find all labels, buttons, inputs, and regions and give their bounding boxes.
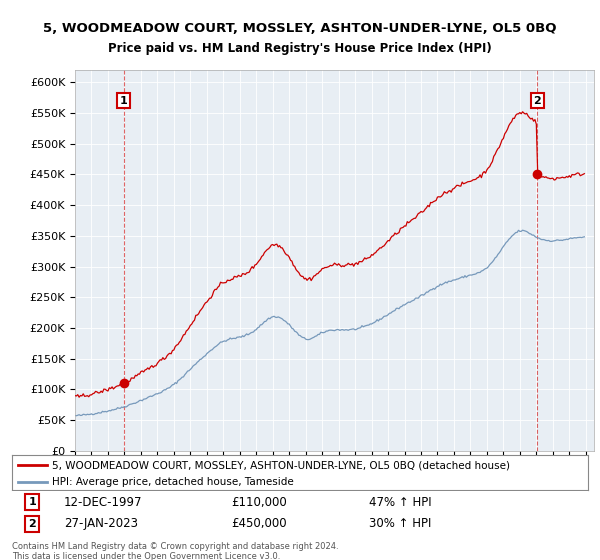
- Text: 12-DEC-1997: 12-DEC-1997: [64, 496, 142, 508]
- Text: £110,000: £110,000: [231, 496, 287, 508]
- Text: 5, WOODMEADOW COURT, MOSSLEY, ASHTON-UNDER-LYNE, OL5 0BQ: 5, WOODMEADOW COURT, MOSSLEY, ASHTON-UND…: [43, 22, 557, 35]
- Text: 1: 1: [28, 497, 36, 507]
- Text: HPI: Average price, detached house, Tameside: HPI: Average price, detached house, Tame…: [52, 477, 294, 487]
- Text: 30% ↑ HPI: 30% ↑ HPI: [369, 517, 431, 530]
- Text: 2: 2: [28, 519, 36, 529]
- Text: 5, WOODMEADOW COURT, MOSSLEY, ASHTON-UNDER-LYNE, OL5 0BQ (detached house): 5, WOODMEADOW COURT, MOSSLEY, ASHTON-UND…: [52, 460, 511, 470]
- Text: 2: 2: [533, 96, 541, 106]
- Text: 1: 1: [120, 96, 127, 106]
- Text: 47% ↑ HPI: 47% ↑ HPI: [369, 496, 432, 508]
- Text: £450,000: £450,000: [231, 517, 287, 530]
- Text: Contains HM Land Registry data © Crown copyright and database right 2024.
This d: Contains HM Land Registry data © Crown c…: [12, 542, 338, 560]
- Text: Price paid vs. HM Land Registry's House Price Index (HPI): Price paid vs. HM Land Registry's House …: [108, 42, 492, 55]
- Text: 27-JAN-2023: 27-JAN-2023: [64, 517, 138, 530]
